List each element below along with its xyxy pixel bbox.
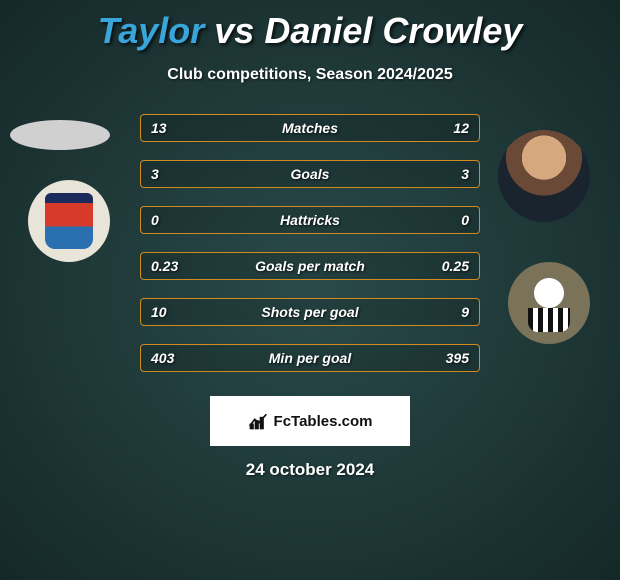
stat-label: Hattricks (141, 212, 479, 228)
player1-photo (10, 120, 110, 150)
stat-label: Matches (141, 120, 479, 136)
footer-brand-badge: FcTables.com (210, 396, 410, 446)
stat-right-value: 0.25 (442, 258, 469, 274)
subtitle: Club competitions, Season 2024/2025 (0, 66, 620, 84)
player1-name: Taylor (98, 10, 205, 51)
stat-row-matches: 13 Matches 12 (140, 114, 480, 142)
crest-shield-icon (45, 193, 93, 249)
player2-photo (498, 130, 590, 222)
stat-row-shots-per-goal: 10 Shots per goal 9 (140, 298, 480, 326)
vs-text: vs (214, 10, 254, 51)
stat-right-value: 395 (446, 350, 469, 366)
stat-left-value: 0.23 (151, 258, 178, 274)
stat-right-value: 9 (461, 304, 469, 320)
crest-stripes-icon (528, 308, 570, 332)
stat-row-min-per-goal: 403 Min per goal 395 (140, 344, 480, 372)
stat-label: Min per goal (141, 350, 479, 366)
stat-left-value: 13 (151, 120, 167, 136)
stat-left-value: 10 (151, 304, 167, 320)
stat-label: Goals per match (141, 258, 479, 274)
chart-icon (248, 411, 268, 431)
stat-right-value: 0 (461, 212, 469, 228)
crest-ball-icon (534, 278, 564, 308)
comparison-title: Taylor vs Daniel Crowley (0, 0, 620, 52)
player1-club-crest (28, 180, 110, 262)
footer-brand-text: FcTables.com (274, 413, 373, 430)
stat-left-value: 3 (151, 166, 159, 182)
stat-row-hattricks: 0 Hattricks 0 (140, 206, 480, 234)
stat-left-value: 0 (151, 212, 159, 228)
stat-left-value: 403 (151, 350, 174, 366)
stat-row-goals-per-match: 0.23 Goals per match 0.25 (140, 252, 480, 280)
stats-container: 13 Matches 12 3 Goals 3 0 Hattricks 0 0.… (140, 114, 480, 372)
stat-right-value: 3 (461, 166, 469, 182)
stat-right-value: 12 (453, 120, 469, 136)
footer-date: 24 october 2024 (0, 460, 620, 480)
player2-name: Daniel Crowley (264, 10, 522, 51)
stat-row-goals: 3 Goals 3 (140, 160, 480, 188)
stat-label: Shots per goal (141, 304, 479, 320)
stat-label: Goals (141, 166, 479, 182)
player2-club-crest (508, 262, 590, 344)
